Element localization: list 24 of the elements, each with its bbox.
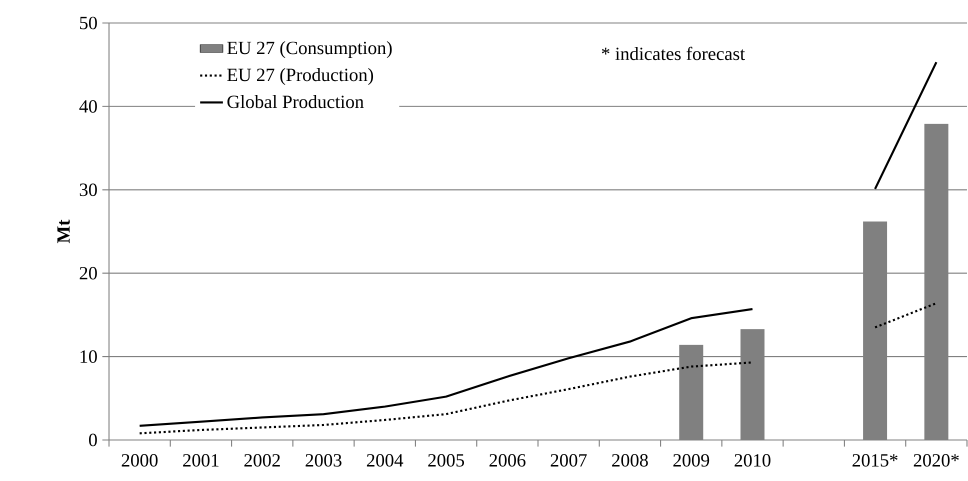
x-tick-label: 2015* (852, 454, 898, 467)
y-tick-label: 50 (80, 16, 97, 30)
x-tick-label: 2008 (612, 454, 648, 467)
x-tick-label: 2020* (914, 454, 959, 467)
y-tick-label: 10 (80, 350, 97, 363)
x-tick-label: 2005 (428, 454, 464, 467)
x-tick-label: 2001 (183, 454, 218, 467)
x-tick-label: 2003 (306, 454, 342, 467)
y-axis-title: Mt (57, 220, 70, 244)
annotation: * indicates forecast (602, 46, 745, 60)
x-tick-label: 2000 (122, 454, 158, 467)
x-tick-label: 2004 (366, 454, 404, 467)
y-tick-label: 20 (80, 266, 97, 280)
x-tick-label: 2007 (550, 454, 587, 467)
y-tick-label: 0 (89, 434, 97, 446)
legend-label: EU 27 (Production) (227, 68, 374, 85)
legend-label: Global Production (227, 95, 364, 108)
x-tick-label: 2009 (673, 454, 710, 467)
legend-label: EU 27 (Consumption) (227, 41, 392, 58)
y-tick-label: 40 (79, 100, 97, 113)
x-tick-label: 2006 (490, 454, 526, 467)
x-tick-label: 2002 (244, 454, 280, 467)
x-tick-label: 2010 (734, 454, 770, 467)
y-tick-label: 30 (80, 183, 97, 196)
